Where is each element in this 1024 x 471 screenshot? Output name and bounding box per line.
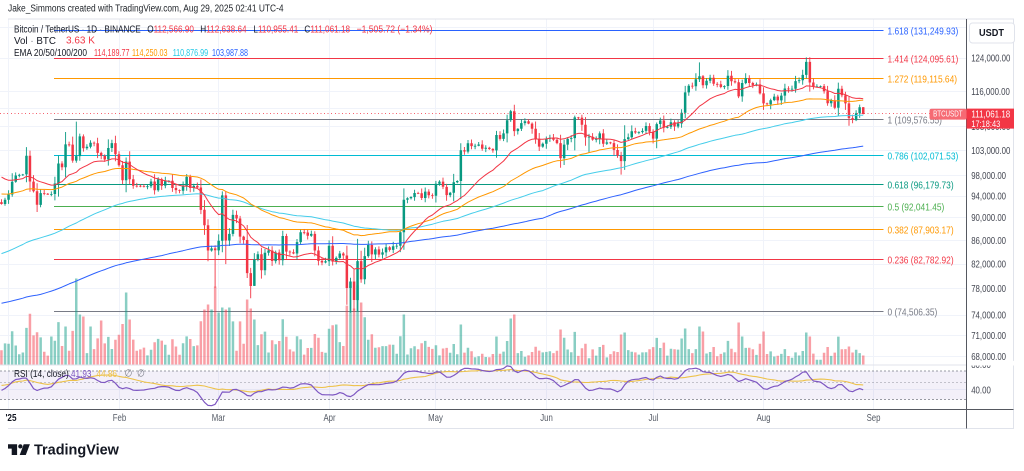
svg-text:17:18:43: 17:18:43 [971,118,1000,129]
svg-text:114,250.03: 114,250.03 [132,47,168,58]
svg-text:114,189.77: 114,189.77 [94,47,130,58]
svg-text:111,061.18: 111,061.18 [971,109,1010,120]
svg-text:BTCUSDT: BTCUSDT [933,110,963,119]
svg-text:0 (74,506.35): 0 (74,506.35) [888,307,938,318]
svg-text:1.618 (131,249.93): 1.618 (131,249.93) [888,26,959,37]
svg-text:USDT: USDT [979,28,1004,40]
svg-text:Jake_Simmons created with Trad: Jake_Simmons created with TradingView.co… [8,2,284,14]
svg-text:Feb: Feb [113,412,126,423]
svg-text:∅: ∅ [137,368,145,380]
svg-text:Mar: Mar [212,412,225,423]
svg-text:1 (109,576.55): 1 (109,576.55) [888,115,942,126]
svg-text:41.93: 41.93 [71,368,91,379]
svg-text:0.618 (96,179.73): 0.618 (96,179.73) [888,180,954,191]
svg-text:103,987.88: 103,987.88 [212,47,248,58]
svg-text:98,000.00: 98,000.00 [971,170,1006,181]
svg-text:∅: ∅ [125,368,133,380]
svg-text:Aug: Aug [757,412,771,423]
svg-text:78,000.00: 78,000.00 [971,283,1006,294]
svg-text:TradingView: TradingView [34,442,119,458]
svg-text:−1,505.72 (−1.34%): −1,505.72 (−1.34%) [357,24,433,35]
svg-text:0.382 (87,903.17): 0.382 (87,903.17) [888,225,954,236]
svg-text:40.00: 40.00 [971,385,991,396]
svg-text:1.414 (124,095.61): 1.414 (124,095.61) [888,54,959,65]
svg-text:Bitcoin / TetherUS · 1D · BINA: Bitcoin / TetherUS · 1D · BINANCE [14,24,141,35]
svg-text:116,000.00: 116,000.00 [971,86,1010,97]
svg-text:'25: '25 [5,412,16,423]
svg-text:94,000.00: 94,000.00 [971,191,1006,202]
svg-text:74,000.00: 74,000.00 [971,309,1006,320]
svg-text:May: May [428,412,443,423]
svg-text:RSI (14, close): RSI (14, close) [14,368,69,379]
svg-text:82,000.00: 82,000.00 [971,259,1006,270]
svg-text:86,000.00: 86,000.00 [971,235,1006,246]
svg-text:Jul: Jul [649,412,659,423]
svg-text:O112,566.90: O112,566.90 [147,24,194,35]
svg-text:3.63 K: 3.63 K [66,36,95,47]
svg-text:L110,955.41: L110,955.41 [253,24,298,35]
svg-text:Jun: Jun [540,412,553,423]
svg-text:71,000.00: 71,000.00 [971,330,1006,341]
svg-text:110,876.99: 110,876.99 [173,47,209,58]
svg-text:Vol · BTC: Vol · BTC [14,35,56,46]
svg-text:C111,061.18: C111,061.18 [304,24,350,35]
svg-text:Sep: Sep [867,412,881,423]
svg-text:90,000.00: 90,000.00 [971,212,1006,223]
svg-text:124,000.00: 124,000.00 [971,53,1010,64]
svg-text:H112,638.64: H112,638.64 [200,24,246,35]
svg-text:1.272 (119,115.64): 1.272 (119,115.64) [888,74,958,85]
svg-text:44.86: 44.86 [97,368,117,379]
svg-text:0.786 (102,071.53): 0.786 (102,071.53) [888,151,959,162]
svg-text:0.236 (82,782.92): 0.236 (82,782.92) [888,255,954,266]
svg-text:103,000.00: 103,000.00 [971,145,1010,156]
svg-text:EMA 20/50/100/200: EMA 20/50/100/200 [14,47,87,58]
svg-text:Apr: Apr [323,412,335,423]
svg-text:0.5 (92,041.45): 0.5 (92,041.45) [888,202,945,213]
svg-text:68,000.00: 68,000.00 [971,351,1006,362]
